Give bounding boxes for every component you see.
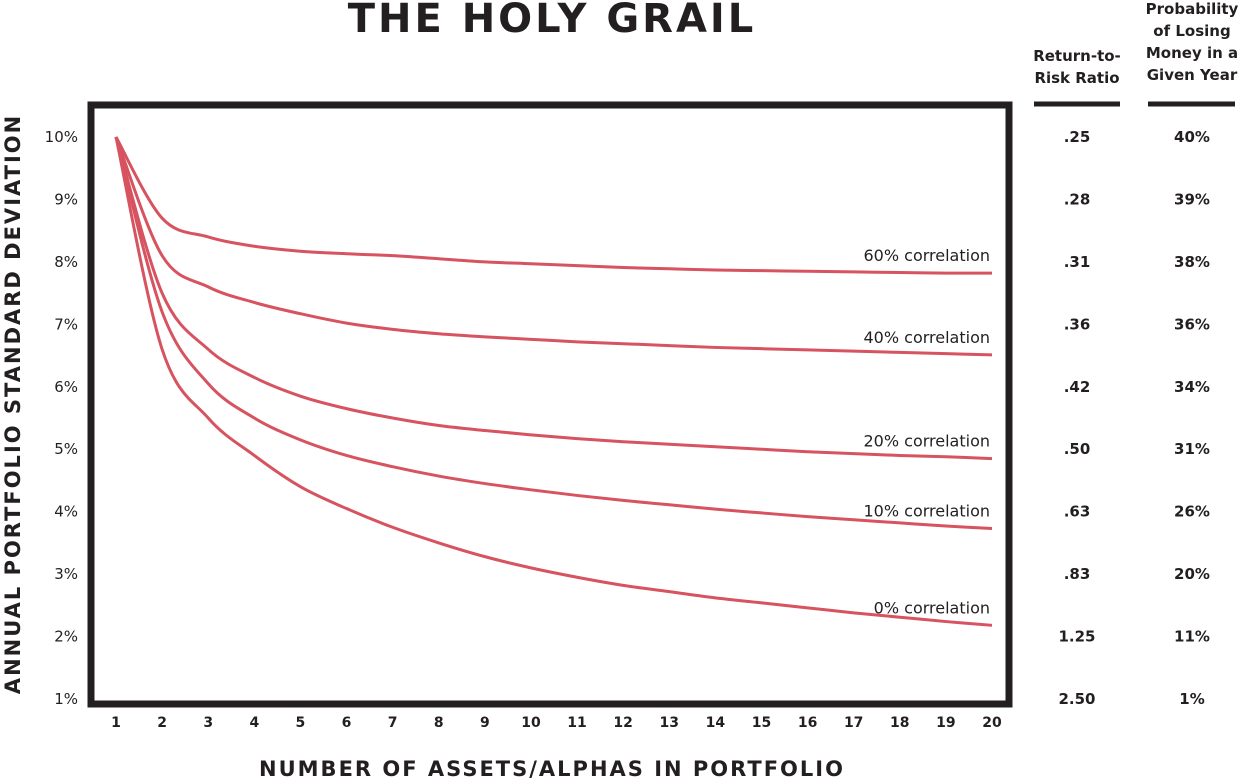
probability-value: 31% <box>1174 440 1210 458</box>
probability-value: 39% <box>1174 190 1210 208</box>
x-tick-label: 18 <box>890 715 909 731</box>
y-tick-label: 6% <box>54 378 78 396</box>
probability-value: 34% <box>1174 378 1210 396</box>
y-tick-label: 5% <box>54 440 78 458</box>
probability-value: 26% <box>1174 503 1210 521</box>
x-tick-label: 8 <box>434 715 444 731</box>
plot-frame <box>87 101 1013 708</box>
ratio-value: .63 <box>1064 503 1091 521</box>
x-tick-labels: 1 2 3 4 5 6 7 8 9 10 11 12 13 14 15 16 17 18 19 20 <box>111 715 1002 731</box>
series-line-2 <box>114 136 993 461</box>
x-tick-label: 17 <box>844 715 863 731</box>
series-label-4: 0% correlation <box>874 598 990 617</box>
ratio-value: .31 <box>1064 253 1091 271</box>
ratio-value: .36 <box>1064 315 1091 333</box>
curve-labels-group: 60% correlation 40% correlation 20% correl… <box>864 246 991 617</box>
ratio-value: .25 <box>1064 128 1091 146</box>
x-tick-label: 16 <box>798 715 817 731</box>
x-tick-label: 1 <box>111 715 121 731</box>
y-tick-label: 7% <box>54 315 78 333</box>
x-tick-label: 4 <box>249 715 259 731</box>
x-axis-title: NUMBER OF ASSETS/ALPHAS IN PORTFOLIO <box>259 757 845 780</box>
x-tick-label: 12 <box>613 715 632 731</box>
x-tick-label: 9 <box>480 715 490 731</box>
ratio-value: 2.50 <box>1058 690 1095 708</box>
probability-header-line: of Losing <box>1153 22 1230 40</box>
series-line-4 <box>114 136 993 627</box>
side-table-rows: .25 40% .28 39% .31 38% .36 36% .42 34% .50 31% .63 2… <box>1058 128 1209 708</box>
curves-group <box>114 136 993 627</box>
series-line-3 <box>114 136 993 531</box>
ratio-header-line: Risk Ratio <box>1034 69 1119 87</box>
x-tick-label: 5 <box>296 715 306 731</box>
probability-value: 1% <box>1179 690 1204 708</box>
y-tick-label: 10% <box>45 128 78 146</box>
y-tick-label: 8% <box>54 253 78 271</box>
x-tick-label: 10 <box>521 715 541 731</box>
probability-header-line: Money in a <box>1146 44 1238 62</box>
y-tick-label: 3% <box>54 565 78 583</box>
ratio-value: .42 <box>1064 378 1091 396</box>
probability-column-header: Probability of Losing Money in a Given Year <box>1146 0 1239 84</box>
probability-value: 40% <box>1174 128 1210 146</box>
ratio-value: .83 <box>1064 565 1091 583</box>
series-label-2: 20% correlation <box>864 432 991 451</box>
probability-value: 38% <box>1174 253 1210 271</box>
x-tick-label: 13 <box>660 715 679 731</box>
ratio-header-line: Return-to- <box>1033 47 1121 65</box>
probability-value: 36% <box>1174 315 1210 333</box>
y-tick-label: 4% <box>54 503 78 521</box>
y-tick-label: 2% <box>54 628 78 646</box>
series-label-0: 60% correlation <box>864 246 991 265</box>
ratio-value: 1.25 <box>1058 628 1095 646</box>
ratio-value: .50 <box>1064 440 1091 458</box>
series-line-0 <box>114 136 993 275</box>
x-tick-label: 3 <box>203 715 213 731</box>
series-label-1: 40% correlation <box>864 328 991 347</box>
series-line-1 <box>114 136 993 357</box>
ratio-value: .28 <box>1064 190 1091 208</box>
x-tick-label: 11 <box>567 715 586 731</box>
x-tick-label: 14 <box>706 715 726 731</box>
series-label-3: 10% correlation <box>864 502 991 521</box>
x-tick-label: 20 <box>982 715 1002 731</box>
probability-header-line: Probability <box>1146 0 1239 18</box>
chart-title: THE HOLY GRAIL <box>348 0 757 42</box>
probability-value: 20% <box>1174 565 1210 583</box>
ratio-column-header: Return-to- Risk Ratio <box>1033 47 1121 87</box>
x-tick-label: 6 <box>342 715 352 731</box>
x-tick-label: 2 <box>157 715 167 731</box>
probability-header-line: Given Year <box>1147 66 1238 84</box>
y-axis-title: ANNUAL PORTFOLIO STANDARD DEVIATION <box>1 114 25 694</box>
y-tick-label: 9% <box>54 190 78 208</box>
y-tick-label: 1% <box>54 690 78 708</box>
side-table: Return-to- Risk Ratio Probability of Losin… <box>1033 0 1238 708</box>
probability-value: 11% <box>1174 628 1210 646</box>
y-tick-labels: 10% 9% 8% 7% 6% 5% 4% 3% 2% 1% <box>45 128 78 708</box>
x-tick-label: 15 <box>752 715 771 731</box>
x-tick-label: 19 <box>936 715 955 731</box>
x-tick-label: 7 <box>388 715 398 731</box>
